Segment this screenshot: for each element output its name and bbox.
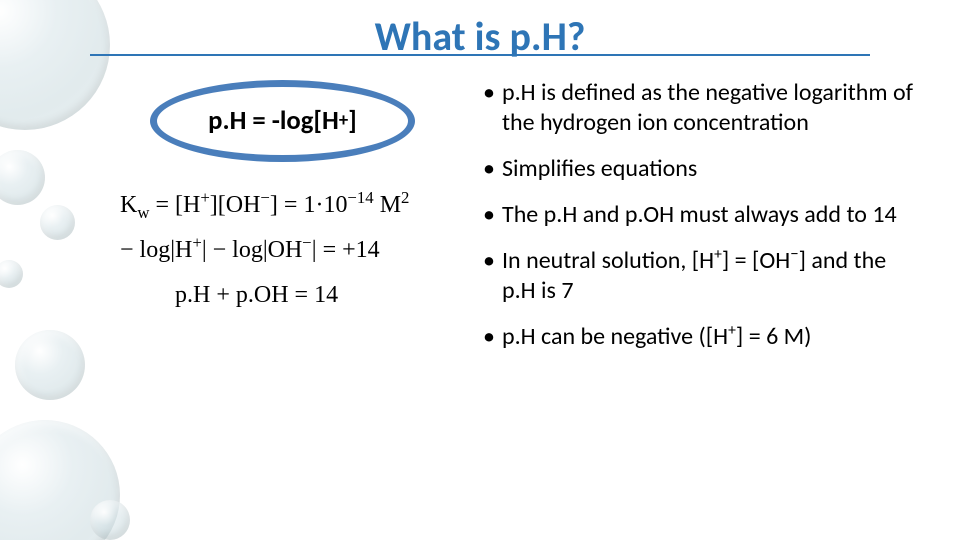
bullet-item: In neutral solution, [H+] = [OH−] and th…: [480, 246, 920, 306]
equation: Kw = [H+][OH−] = 1·10−14 M2: [120, 192, 460, 219]
bullet-item: The p.H and p.OH must always add to 14: [480, 200, 920, 230]
bullet-item: p.H is defined as the negative logarithm…: [480, 78, 920, 138]
right-column: p.H is defined as the negative logarithm…: [480, 78, 920, 368]
water-droplet-icon: [90, 500, 130, 540]
equation: p.H + p.OH = 14: [175, 282, 460, 309]
title-underline: [90, 54, 870, 56]
equation: − log|H+| − log|OH−| = +14: [120, 237, 460, 264]
water-droplet-icon: [0, 150, 45, 205]
left-column: p.H = -log[H+] Kw = [H+][OH−] = 1·10−14 …: [120, 80, 460, 327]
water-droplet-icon: [40, 205, 75, 240]
main-formula: p.H = -log[H+]: [150, 80, 415, 162]
water-droplet-icon: [15, 330, 85, 400]
equations-block: Kw = [H+][OH−] = 1·10−14 M2 − log|H+| − l…: [120, 192, 460, 309]
bullet-item: p.H can be negative ([H+] = 6 M): [480, 322, 920, 352]
main-formula-ellipse: p.H = -log[H+]: [150, 80, 415, 162]
water-droplet-icon: [0, 260, 23, 288]
bullet-item: Simplifies equations: [480, 154, 920, 184]
slide-root: What is p.H? p.H = -log[H+] Kw = [H+][OH…: [0, 0, 960, 540]
bullet-list: p.H is defined as the negative logarithm…: [480, 78, 920, 352]
